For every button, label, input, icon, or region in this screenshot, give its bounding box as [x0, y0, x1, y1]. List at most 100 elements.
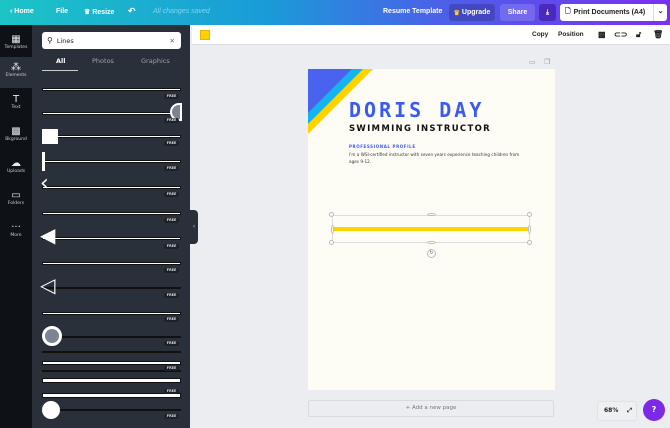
free-badge: FREE	[164, 218, 179, 223]
line-option[interactable]	[42, 186, 181, 189]
position-button[interactable]: Position	[558, 31, 584, 38]
resume-name[interactable]: DORIS DAY	[349, 98, 485, 122]
fullscreen-icon[interactable]: ⤢	[627, 407, 632, 414]
panel-collapse-handle[interactable]: ‹	[190, 210, 198, 244]
free-badge: FREE	[164, 166, 179, 171]
sidebar-item-elements[interactable]: ⁂ Elements	[0, 57, 32, 88]
folder-icon: ▭	[11, 190, 21, 201]
yellow-line[interactable]	[333, 227, 529, 231]
line-option[interactable]	[42, 160, 181, 163]
template-name[interactable]: Resume Template	[383, 8, 443, 15]
line-option[interactable]	[42, 393, 181, 398]
sidebar-item-more[interactable]: ··· More	[0, 217, 32, 248]
link-icon[interactable]: ⊂⊃	[614, 30, 628, 39]
line-option[interactable]	[42, 212, 181, 215]
arrow-head: ‹	[40, 171, 49, 196]
corner-stripes	[308, 69, 373, 134]
file-menu[interactable]: File	[56, 8, 69, 15]
sidebar-rail: ▦ Templates ⁂ Elements T Text ▩ Bkground ☁ Up…	[0, 25, 32, 428]
free-badge: FREE	[164, 141, 179, 146]
resize-handle[interactable]	[528, 225, 531, 234]
print-button[interactable]: 🗋 Print Documents (A4) ⌄	[560, 4, 667, 21]
line-option[interactable]	[42, 287, 181, 289]
document-icon: 🗋	[565, 8, 571, 15]
resize-handle[interactable]	[329, 240, 334, 245]
tab-underline	[42, 70, 78, 71]
download-button[interactable]: ⤓	[539, 4, 556, 21]
free-badge: FREE	[164, 293, 179, 298]
transparency-icon[interactable]: ▩	[598, 30, 606, 39]
tab-all[interactable]: All	[56, 57, 66, 65]
duplicate-page-icon[interactable]: ❐	[544, 58, 551, 66]
share-button[interactable]: Share	[500, 4, 535, 21]
line-option[interactable]	[42, 409, 181, 411]
line-option[interactable]	[42, 88, 181, 91]
color-swatch[interactable]	[200, 30, 210, 40]
rotate-icon[interactable]: ↻	[427, 249, 436, 258]
resize-handle[interactable]	[527, 212, 532, 217]
free-badge: FREE	[164, 118, 179, 123]
line-option[interactable]	[42, 336, 181, 338]
chevron-down-icon[interactable]: ⌄	[653, 4, 667, 21]
sidebar-item-text[interactable]: T Text	[0, 89, 32, 120]
toolbar: Copy Position ▩ ⊂⊃ 🔓︎ 🗑︎	[192, 25, 670, 45]
lock-icon[interactable]: 🔓︎	[636, 30, 642, 39]
search-input[interactable]: ⚲ Lines ✕	[42, 32, 181, 49]
line-option[interactable]	[42, 378, 181, 383]
section-heading[interactable]: PROFESSIONAL PROFILE	[349, 144, 416, 149]
line-option[interactable]	[42, 370, 181, 372]
free-badge: FREE	[164, 192, 179, 197]
bar-end	[42, 152, 45, 171]
upload-icon: ☁	[11, 158, 21, 169]
text-icon: T	[12, 94, 20, 105]
profile-text[interactable]: I'm a WSI-certified instructor with seve…	[349, 152, 520, 164]
line-option[interactable]	[42, 237, 181, 240]
resize-handle[interactable]	[427, 241, 436, 244]
copy-button[interactable]: Copy	[532, 31, 549, 38]
tab-photos[interactable]: Photos	[92, 57, 114, 65]
resume-page[interactable]: DORIS DAY SWIMMING INSTRUCTOR PROFESSION…	[308, 69, 555, 390]
resize-handle[interactable]	[427, 213, 436, 216]
zoom-control[interactable]: 68% ⤢	[597, 401, 637, 421]
circle-end	[42, 401, 60, 419]
arrow-head: ◁	[40, 273, 56, 297]
save-status: All changes saved	[153, 8, 210, 15]
home-button[interactable]: ‹ Home	[10, 8, 34, 15]
free-badge: FREE	[164, 414, 179, 419]
line-option[interactable]	[42, 262, 181, 265]
resize-handle[interactable]	[527, 240, 532, 245]
line-option[interactable]	[42, 312, 181, 315]
upgrade-button[interactable]: ♛ Upgrade	[449, 4, 495, 21]
help-button[interactable]: ?	[643, 399, 665, 421]
search-icon: ⚲	[47, 36, 53, 45]
trash-icon[interactable]: 🗑︎	[653, 30, 664, 39]
clear-icon[interactable]: ✕	[169, 36, 175, 45]
elements-panel	[32, 25, 190, 428]
sidebar-item-folders[interactable]: ▭ Folders	[0, 185, 32, 216]
sidebar-item-uploads[interactable]: ☁ Uploads	[0, 153, 32, 184]
line-option[interactable]	[42, 135, 181, 138]
free-badge: FREE	[164, 389, 179, 394]
line-option[interactable]	[42, 112, 181, 115]
tab-graphics[interactable]: Graphics	[141, 57, 170, 65]
arrow-head: ◀	[40, 223, 56, 247]
line-option[interactable]	[42, 351, 181, 353]
more-icon: ···	[11, 222, 21, 233]
free-badge: FREE	[164, 244, 179, 249]
add-page-button[interactable]: + Add a new page	[308, 400, 554, 417]
sidebar-item-templates[interactable]: ▦ Templates	[0, 29, 32, 60]
resize-handle[interactable]	[331, 225, 334, 234]
undo-icon[interactable]: ↶	[128, 6, 136, 16]
comment-icon[interactable]: ▭	[529, 58, 536, 66]
free-badge: FREE	[164, 268, 179, 273]
sidebar-item-background[interactable]: ▩ Bkground	[0, 121, 32, 152]
resume-title[interactable]: SWIMMING INSTRUCTOR	[349, 124, 491, 134]
resize-button[interactable]: ♛ Resize	[84, 9, 115, 16]
line-option[interactable]	[42, 361, 181, 365]
free-badge: FREE	[164, 94, 179, 99]
template-icon: ▦	[11, 34, 21, 45]
resize-handle[interactable]	[329, 212, 334, 217]
download-icon: ⤓	[545, 8, 550, 16]
shapes-icon: ⁂	[11, 62, 21, 73]
background-icon: ▩	[11, 126, 21, 137]
